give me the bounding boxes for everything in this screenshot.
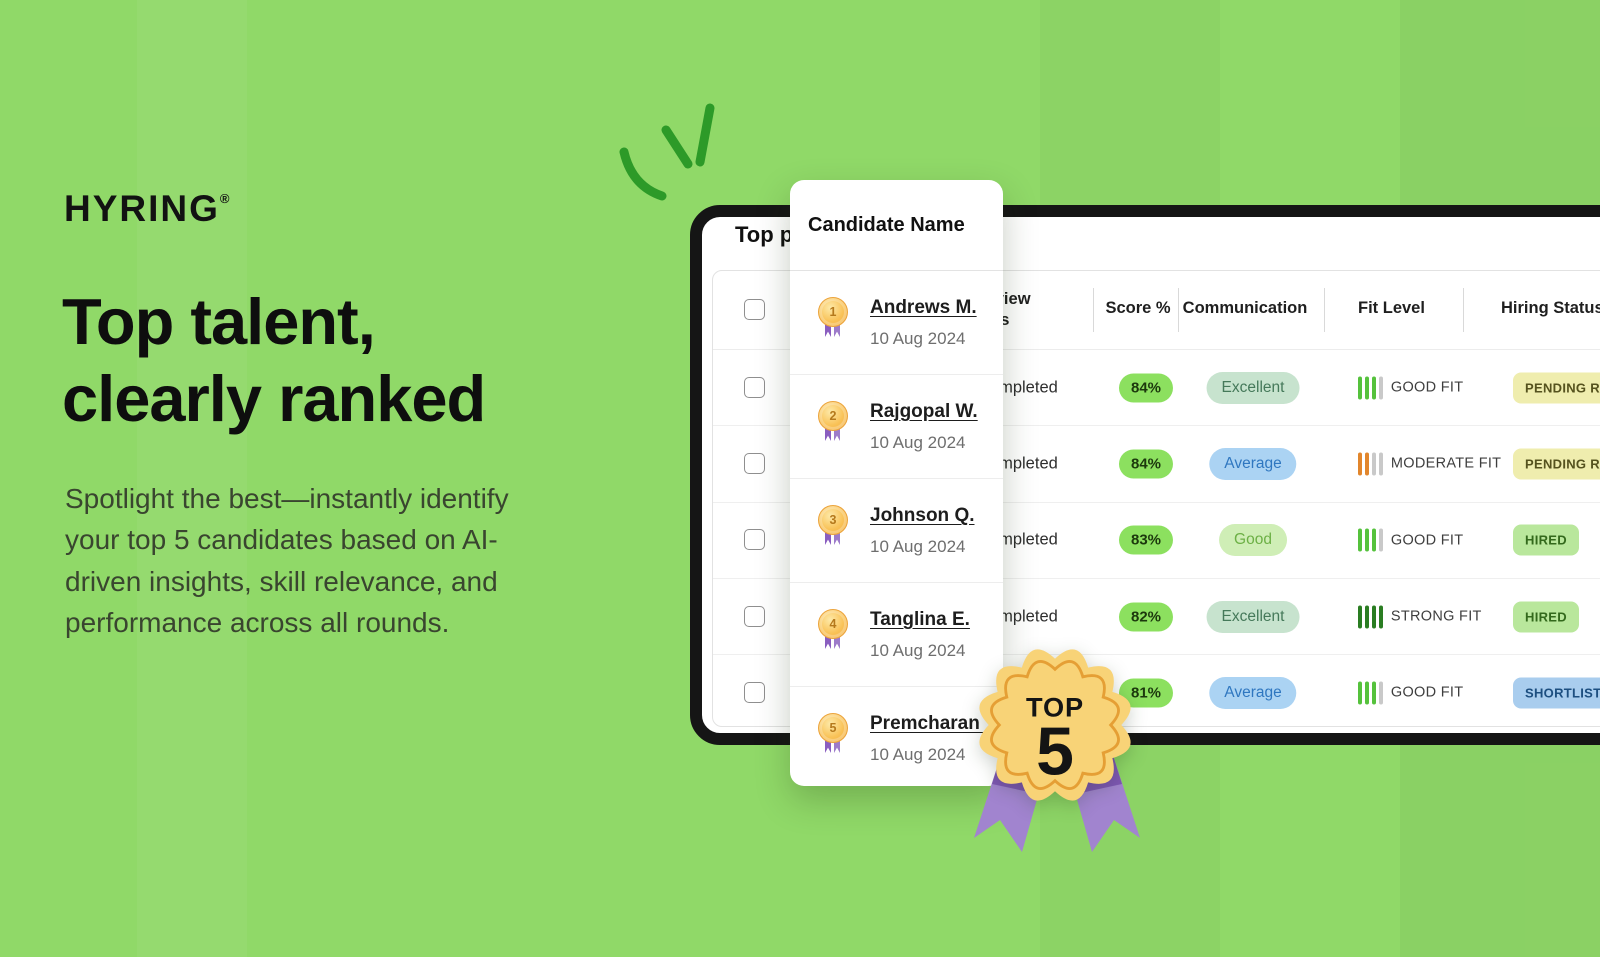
fit-level-label: MODERATE FIT xyxy=(1390,455,1502,472)
headline-line-1: Top talent, xyxy=(62,285,376,358)
fit-level-cell: GOOD FIT xyxy=(1358,376,1464,400)
candidate-name-link[interactable]: Rajgopal W. xyxy=(870,401,978,422)
fit-level-label: GOOD FIT xyxy=(1390,532,1464,549)
top-5-badge: TOP 5 xyxy=(979,649,1131,801)
badge-number-text: 5 xyxy=(1036,713,1074,789)
row-checkbox[interactable] xyxy=(744,529,765,551)
rank-4-medal-icon: 4 xyxy=(818,609,848,653)
candidate-row: 1 Andrews M. 10 Aug 2024 xyxy=(790,271,1003,375)
fit-level-label: STRONG FIT xyxy=(1390,608,1482,625)
score-badge: 82% xyxy=(1118,602,1174,632)
rank-1-medal-icon: 1 xyxy=(818,297,848,341)
column-divider xyxy=(1463,288,1464,332)
communication-badge: Good xyxy=(1219,524,1287,557)
header-communication: Communication xyxy=(1182,299,1308,317)
description-line: driven insights, skill relevance, and xyxy=(65,565,498,597)
rank-2-medal-icon: 2 xyxy=(818,401,848,445)
fit-level-bars xyxy=(1358,528,1383,552)
score-badge: 84% xyxy=(1118,373,1174,403)
hiring-status-badge: HIRED xyxy=(1513,524,1579,556)
fit-level-bars xyxy=(1358,605,1383,629)
candidate-date: 10 Aug 2024 xyxy=(870,745,966,764)
hiring-status-badge: SHORTLISTED xyxy=(1513,677,1600,709)
candidate-date: 10 Aug 2024 xyxy=(870,641,966,660)
header-score: Score % xyxy=(1105,299,1171,317)
fit-level-bars xyxy=(1358,452,1383,476)
badge-top-text: TOP xyxy=(1026,692,1084,723)
row-checkbox[interactable] xyxy=(744,452,765,474)
rank-5-medal-icon: 5 xyxy=(818,713,848,757)
select-all-checkbox[interactable] xyxy=(744,299,765,320)
hiring-status-badge: HIRED xyxy=(1513,601,1579,633)
fit-level-bars xyxy=(1358,681,1383,705)
hiring-status-badge: PENDING REVIEW xyxy=(1513,448,1600,480)
column-divider xyxy=(1324,288,1325,332)
score-badge: 83% xyxy=(1118,525,1174,555)
communication-badge: Excellent xyxy=(1206,371,1300,404)
candidate-name-link[interactable]: Andrews M. xyxy=(870,297,977,318)
table-row: Completed 83% Good GOOD FIT HIRED xyxy=(713,503,1600,579)
communication-badge: Average xyxy=(1209,447,1297,480)
registered-mark: ® xyxy=(219,191,230,206)
headline-line-2: clearly ranked xyxy=(62,361,486,435)
description-line: Spotlight the best—instantly identify xyxy=(65,483,509,514)
candidate-row: 2 Rajgopal W. 10 Aug 2024 xyxy=(790,375,1003,479)
brand-logo: HYRING® xyxy=(64,188,230,230)
emphasis-strokes-doodle xyxy=(619,103,715,201)
header-hiring-status: Hiring Status xyxy=(1501,299,1600,317)
fit-level-cell: MODERATE FIT xyxy=(1358,452,1502,476)
row-checkbox[interactable] xyxy=(744,681,765,703)
candidate-date: 10 Aug 2024 xyxy=(870,433,966,452)
candidate-name-link[interactable]: Johnson Q. xyxy=(870,505,975,526)
communication-badge: Average xyxy=(1209,676,1297,709)
candidate-card-header: Candidate Name xyxy=(790,180,1003,271)
description-line: your top 5 candidates based on AI- xyxy=(65,524,498,556)
fit-level-cell: STRONG FIT xyxy=(1358,605,1482,629)
score-badge: 84% xyxy=(1118,449,1174,479)
communication-badge: Excellent xyxy=(1206,600,1300,633)
fit-level-label: GOOD FIT xyxy=(1390,684,1464,701)
column-divider xyxy=(1093,288,1094,332)
score-badge: 81% xyxy=(1118,678,1174,708)
fit-level-cell: GOOD FIT xyxy=(1358,528,1464,552)
candidate-row: 3 Johnson Q. 10 Aug 2024 xyxy=(790,479,1003,583)
candidate-name-card: Candidate Name 1 Andrews M. 10 Aug 2024 … xyxy=(790,180,1003,786)
table-row: Completed 81% Average GOOD FIT SHORTLIST… xyxy=(713,655,1600,730)
header-fit-level: Fit Level xyxy=(1358,299,1425,317)
candidate-row: 4 Tanglina E. 10 Aug 2024 xyxy=(790,583,1003,687)
description-line: performance across all rounds. xyxy=(65,607,450,639)
brand-logo-text: HYRING xyxy=(64,188,220,229)
row-checkbox[interactable] xyxy=(744,376,765,398)
candidate-date: 10 Aug 2024 xyxy=(870,537,966,556)
candidate-name-link[interactable]: Premcharan Y. xyxy=(870,713,1001,734)
row-checkbox[interactable] xyxy=(744,605,765,627)
candidate-name-link[interactable]: Tanglina E. xyxy=(870,609,970,630)
column-divider xyxy=(1178,288,1179,332)
page-title: Top talent, clearly ranked xyxy=(62,284,486,437)
candidate-date: 10 Aug 2024 xyxy=(870,329,966,348)
fit-level-cell: GOOD FIT xyxy=(1358,681,1464,705)
rank-3-medal-icon: 3 xyxy=(818,505,848,549)
description: Spotlight the best—instantly identify yo… xyxy=(65,478,509,644)
table-row: Completed 84% Average MODERATE FIT PENDI… xyxy=(713,426,1600,503)
fit-level-label: GOOD FIT xyxy=(1390,379,1464,396)
fit-level-bars xyxy=(1358,376,1383,400)
candidate-row: 5 Premcharan Y. 10 Aug 2024 xyxy=(790,687,1003,790)
hiring-status-badge: PENDING REVIEW xyxy=(1513,372,1600,404)
